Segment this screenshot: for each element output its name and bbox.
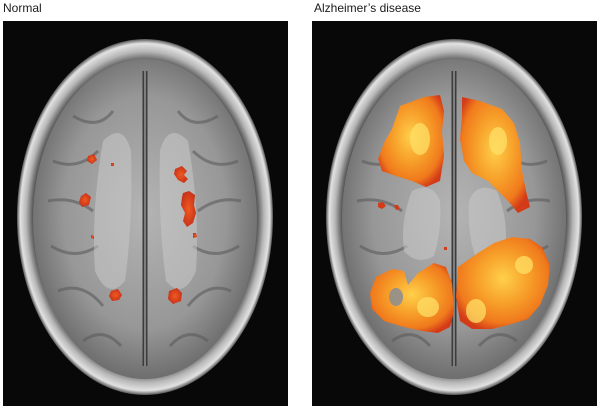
panel-label-normal: Normal (3, 1, 42, 15)
brain-scan-alzheimers (312, 21, 597, 406)
white-matter (403, 187, 506, 260)
activation-small-spots (378, 202, 447, 250)
white-matter (94, 133, 197, 289)
activation-right-frontal (460, 97, 530, 213)
activation-hot-cores (410, 123, 533, 323)
panel-label-alzheimers: Alzheimer’s disease (314, 1, 421, 15)
activation-spots (79, 154, 197, 304)
brain-scan-normal (3, 21, 288, 406)
brain-scan-alzheimers-image (326, 39, 582, 395)
brain-scan-normal-image (17, 39, 273, 395)
